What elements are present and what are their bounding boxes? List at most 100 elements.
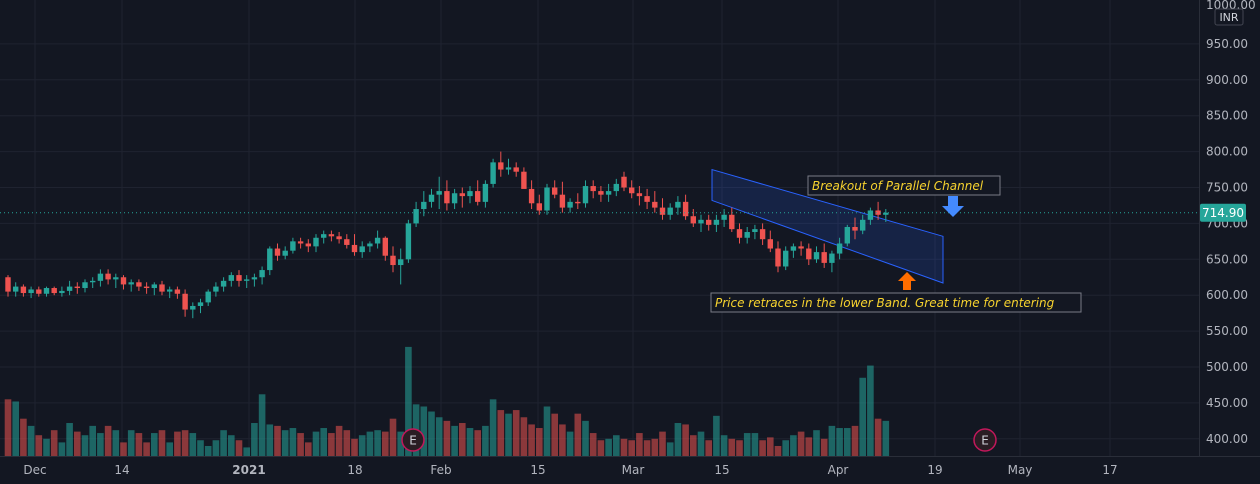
- price-tick: 900.00: [1206, 73, 1248, 87]
- last-price-tag: 714.90: [1200, 203, 1246, 222]
- candle-body: [552, 187, 558, 195]
- candle-body: [359, 246, 365, 253]
- volume-bar: [874, 418, 882, 456]
- volume-bar: [428, 411, 435, 456]
- earnings-marker-label: E: [981, 434, 989, 448]
- time-tick: 15: [530, 463, 545, 477]
- volume-bar: [320, 428, 327, 456]
- candle-body: [806, 248, 812, 260]
- entry-annotation[interactable]: Price retraces in the lower Band. Great …: [710, 292, 1082, 313]
- time-tick: Apr: [828, 463, 849, 477]
- candle-body: [598, 191, 604, 195]
- candle-body: [836, 243, 843, 254]
- candle-body: [521, 171, 527, 189]
- price-tick: 850.00: [1206, 109, 1248, 123]
- volume-bar: [682, 424, 689, 456]
- volume-bar: [351, 438, 358, 456]
- price-tick: 650.00: [1206, 252, 1248, 266]
- volume-bar: [720, 435, 728, 456]
- volume-bar: [582, 420, 589, 456]
- entry-annotation-box: [710, 292, 1082, 313]
- volume-bar: [97, 433, 104, 456]
- candle-body: [844, 226, 850, 244]
- breakout-annotation[interactable]: Breakout of Parallel Channel: [807, 175, 1001, 196]
- volume-bar: [27, 425, 35, 456]
- candle-body: [120, 277, 127, 285]
- candle-body: [321, 234, 327, 238]
- candle-body: [721, 214, 727, 220]
- volume-bar: [50, 430, 58, 456]
- volume-bar: [251, 423, 258, 456]
- candle-body: [536, 203, 542, 211]
- candle-body: [43, 288, 50, 294]
- candle-body: [197, 302, 204, 306]
- volume-bar: [58, 442, 66, 456]
- candle-body: [36, 289, 42, 294]
- volume-bar: [389, 418, 397, 456]
- volume-bar: [120, 442, 127, 456]
- earnings-marker[interactable]: E: [973, 428, 997, 452]
- earnings-marker-label: E: [409, 434, 417, 448]
- candle-body: [59, 290, 65, 294]
- volume-bar: [274, 425, 281, 456]
- earnings-marker[interactable]: E: [401, 428, 425, 452]
- time-tick: 14: [114, 463, 129, 477]
- candle-body: [636, 193, 643, 197]
- candle-body: [351, 244, 358, 253]
- time-axis[interactable]: Dec 14 2021 18 Feb 15 Mar 15 Apr 19 May 17: [23, 463, 1117, 477]
- volume-bar: [397, 431, 404, 456]
- candle-body: [852, 226, 858, 231]
- volume-bar: [782, 440, 789, 456]
- volume-bar: [820, 438, 828, 456]
- volume-bar: [181, 430, 189, 456]
- breakout-annotation-box: [807, 175, 1001, 196]
- volume-bar: [620, 438, 628, 456]
- volume-bar: [767, 437, 774, 456]
- volume-bar: [466, 428, 474, 456]
- time-tick: 17: [1102, 463, 1117, 477]
- volume-bar: [859, 377, 866, 456]
- price-tick: 550.00: [1206, 324, 1248, 338]
- volume-bar: [597, 440, 605, 456]
- candle-body: [629, 187, 635, 194]
- volume-bar: [328, 433, 335, 456]
- candle-body: [428, 194, 435, 202]
- volume-bar: [443, 420, 451, 456]
- candle-body: [151, 284, 157, 289]
- volume-bar: [4, 399, 12, 456]
- candle-body: [498, 162, 504, 170]
- candle-body: [236, 275, 242, 281]
- volume-bar: [589, 433, 597, 456]
- volume-bar: [89, 425, 96, 456]
- currency-badge[interactable]: INR: [1214, 8, 1244, 26]
- volume-bar: [204, 445, 212, 456]
- arrow-down-icon: [942, 196, 964, 217]
- candle-body: [82, 282, 88, 289]
- candle-body: [759, 229, 766, 240]
- volume-bar: [628, 440, 635, 456]
- volume-bar: [574, 413, 582, 456]
- last-price-label: 714.90: [1202, 206, 1244, 220]
- candle-body: [706, 219, 712, 225]
- volume-bar: [867, 365, 874, 456]
- volume-bar: [774, 445, 782, 456]
- volume-bar: [613, 435, 620, 456]
- candle-body: [690, 216, 696, 224]
- candle-body: [621, 176, 627, 188]
- volume-bar: [690, 435, 697, 456]
- candle-body: [798, 246, 804, 249]
- volume-bar: [743, 433, 751, 456]
- price-axis[interactable]: 1000.00 INR 950.00900.00850.00800.00750.…: [1206, 0, 1256, 446]
- volume-bar: [343, 430, 351, 456]
- candle-body: [582, 186, 589, 204]
- volume-bar: [528, 424, 535, 456]
- volume-bar: [228, 435, 235, 456]
- candle-body: [213, 286, 219, 292]
- candle-body: [475, 191, 481, 202]
- currency-label: INR: [1219, 11, 1238, 24]
- volume-bar: [451, 425, 458, 456]
- volume-bar: [828, 425, 836, 456]
- candle-body: [682, 201, 689, 217]
- candle-body: [20, 286, 27, 294]
